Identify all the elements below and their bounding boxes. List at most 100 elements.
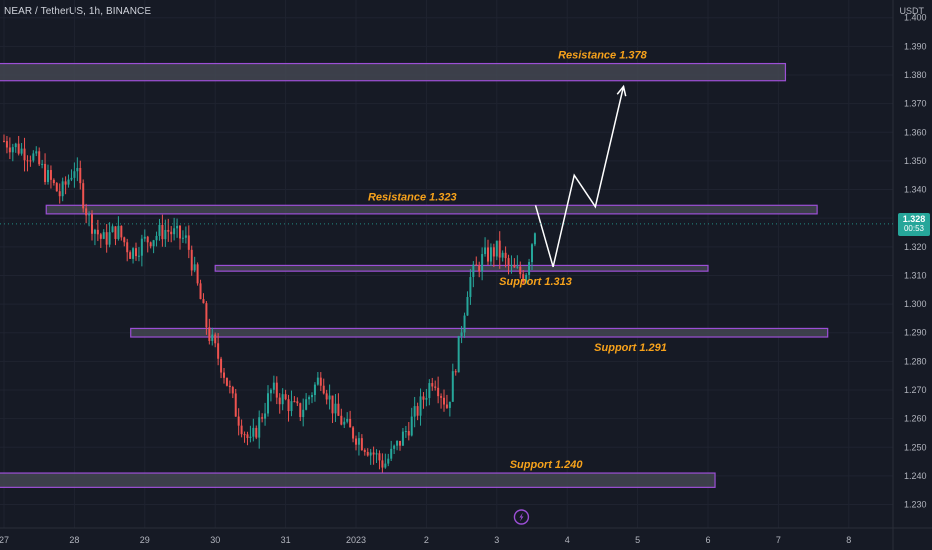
candle-body [325,393,328,400]
candle-body [190,249,193,271]
candle-body [55,183,58,192]
candle-body [217,343,220,359]
price-tick-label: 1.380 [904,70,927,80]
candle-body [155,235,158,241]
candle-body [58,191,61,197]
candle-body [70,177,73,180]
candle-body [293,401,296,403]
candle-body [457,336,460,373]
candle-body [469,277,472,297]
symbol-title[interactable]: NEAR / TetherUS, 1h, BINANCE [4,6,152,17]
candle-body [193,264,196,271]
candle-body [387,458,390,464]
candle-body [501,252,504,258]
time-tick-label: 3 [494,535,499,545]
candle-body [360,438,363,451]
price-tick-label: 1.360 [904,127,927,137]
candle-body [331,395,334,414]
candle-body [173,228,176,235]
candle-body [228,385,231,388]
candle-body [284,394,287,400]
candle-body [487,247,489,262]
candle-body [413,406,416,417]
candle-body [481,254,484,272]
candle-body [472,264,475,278]
candle-body [170,231,173,235]
candle-body [454,371,457,373]
candle-body [179,225,181,239]
zone-box [130,327,829,338]
candle-body [61,181,64,197]
candle-body [475,264,478,266]
candle-body [35,151,38,154]
candle-body [88,214,91,216]
zone-box [214,264,709,272]
candle-body [205,303,208,328]
candle-body [264,413,267,419]
candle-body [281,394,284,405]
price-tick-label: 1.260 [904,414,927,424]
candle-body [372,452,375,455]
candle-body [393,445,396,449]
candle-body [422,396,425,400]
candle-body [352,427,355,439]
candle-body [366,451,369,456]
time-tick-label: 4 [565,535,570,545]
time-tick-label: 5 [635,535,640,545]
candle-body [20,148,23,154]
candle-body [167,229,170,232]
candle-body [319,377,322,386]
time-tick-label: 2 [424,535,429,545]
candle-body [240,425,243,435]
candle-body [355,438,357,445]
price-axis[interactable]: 1.230 1.240 1.250 1.260 1.270 1.280 1.290 1.300… [904,13,927,510]
candle-body [164,229,167,240]
time-tick-label: 2023 [346,535,366,545]
candle-body [111,226,114,233]
price-tick-label: 1.290 [904,328,927,338]
candle-body [299,403,302,418]
time-tick-label: 29 [140,535,150,545]
candle-body [495,240,498,257]
candle-body [349,418,352,428]
candle-body [275,382,278,398]
candle-body [82,183,85,209]
zone-box [0,62,787,82]
time-axis[interactable]: 27 28 29 30 31 2023 2 3 4 5 6 7 8 [0,535,851,545]
candle-body [196,264,199,284]
candle-body [255,427,258,438]
candle-body [407,431,410,436]
price-tick-label: 1.390 [904,41,927,51]
candle-body [220,358,223,373]
candle-body [396,440,399,446]
candle-body [399,440,401,446]
zone-label: Resistance 1.323 [368,191,457,203]
candles-layer [3,134,536,473]
candle-body [522,274,525,282]
candle-body [437,387,440,397]
candle-body [29,160,32,162]
price-tick-label: 1.280 [904,356,927,366]
candle-body [117,225,120,239]
candle-body [225,377,228,386]
candle-body [234,393,237,417]
candle-body [431,383,434,387]
candle-body [419,396,422,416]
candle-body [378,453,381,461]
time-tick-label: 6 [705,535,710,545]
candle-body [32,153,35,161]
candle-body [132,248,135,259]
candle-body [460,332,463,337]
candle-body [440,396,443,398]
candle-body [492,247,495,257]
candle-body [498,240,501,258]
candle-body [176,225,179,229]
candle-body [126,242,129,253]
candle-body [140,238,143,256]
candle-body [67,179,70,185]
candle-body [401,431,404,446]
candle-body [489,247,492,262]
candle-body [146,236,149,243]
